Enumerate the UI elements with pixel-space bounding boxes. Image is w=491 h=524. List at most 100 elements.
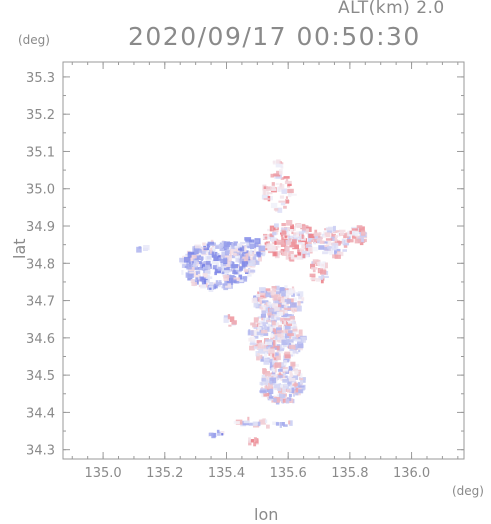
echo-cell [284,180,292,185]
echo-cell [195,270,201,274]
echo-cell [250,243,257,249]
echo-cell [281,223,286,227]
echo-cell [304,241,309,246]
echo-cell [276,333,284,338]
echo-cell [302,253,306,259]
echo-cell [275,182,279,186]
echo-cell [281,384,288,389]
echo-cell [286,290,293,296]
echo-cell [284,299,292,304]
echo-cell [266,424,270,429]
x-axis-label: lon [254,505,279,524]
echo-cell [224,266,230,271]
echo-cell [211,251,215,258]
echo-cell [234,267,240,271]
echo-cell [271,185,276,189]
echo-cell [319,240,325,244]
echo-cell [319,232,322,235]
echo-cell [258,256,262,262]
echo-cell [240,241,246,244]
echo-cell [290,361,296,367]
echo-cell [262,317,266,323]
echo-cell [143,245,150,251]
echo-cell [208,251,211,255]
echo-cell [216,429,220,433]
echo-cell [288,251,294,256]
echo-cell [254,243,259,248]
echo-cell [211,259,219,265]
echo-cell [222,262,227,267]
echo-cell [273,395,276,398]
echo-cell [222,283,228,286]
echo-cell [354,238,362,244]
echo-cell [347,235,351,241]
echo-cell [229,252,232,257]
echo-cell [307,241,312,245]
echo-cell [275,317,281,321]
echo-cell [257,353,260,356]
echo-cell [271,311,279,315]
echo-cell [234,255,241,259]
echo-cell [359,239,364,246]
echo-cell [334,237,338,241]
echo-cell [258,295,264,300]
echo-cell [279,394,286,398]
echo-cell [213,432,217,438]
echo-cell [276,291,281,295]
echo-cell [190,261,197,266]
echo-cell [333,225,336,232]
echo-cell [320,269,327,275]
echo-cell [192,265,198,270]
echo-cell [294,254,298,258]
echo-cell [205,276,213,279]
echo-cell [269,362,275,369]
echo-cell [295,387,299,393]
echo-cell [268,339,275,343]
echo-cell [265,379,272,386]
echo-cell [322,276,325,281]
echo-cell [195,274,201,278]
echo-cell [241,261,248,267]
echo-cell [296,371,301,377]
echo-cell [310,263,316,269]
echo-cell [277,369,283,372]
echo-cell [217,431,221,436]
echo-cell [242,256,249,262]
echo-cell [334,235,338,238]
echo-cell [277,375,283,379]
echo-cell [221,433,224,436]
echo-cell [230,278,237,283]
echo-cell [289,333,292,339]
echo-cell [283,362,287,366]
echo-cell [279,195,285,199]
echo-cell [324,262,328,269]
echo-cell [275,352,279,357]
echo-cell [257,421,261,427]
echo-cell [295,392,299,396]
echo-cell [286,229,290,236]
echo-cell [271,294,279,298]
echo-cell [268,313,271,318]
echo-cell [312,269,316,273]
echo-cell [283,308,288,314]
echo-cell [274,300,280,304]
echo-cell [264,352,268,359]
echo-cell [262,332,269,336]
echo-cell [194,255,201,260]
echo-cell [302,250,308,254]
y-tick-label: 35.1 [26,145,55,160]
echo-cell [281,290,288,293]
echo-cell [256,331,263,336]
echo-cell [239,266,244,271]
echo-cell [248,337,252,342]
echo-cell [281,236,284,243]
echo-cell [289,373,294,378]
echo-cell [248,437,251,443]
echo-cell [281,292,286,297]
echo-cell [271,315,275,320]
echo-cell [210,239,214,243]
echo-cell [280,202,286,206]
echo-cell [238,243,242,248]
echo-cell [190,255,197,259]
echo-cell [253,344,259,349]
